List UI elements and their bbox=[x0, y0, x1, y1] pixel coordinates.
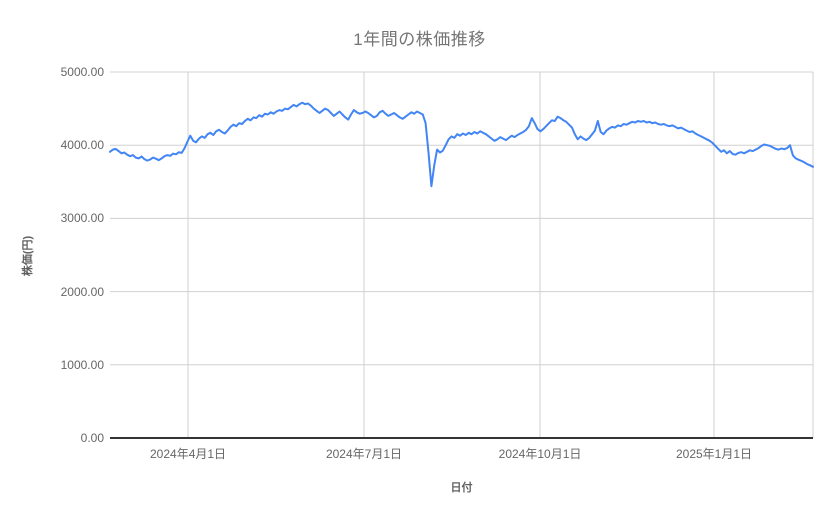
x-tick-label: 2024年10月1日 bbox=[498, 447, 582, 461]
x-tick-label: 2024年7月1日 bbox=[325, 447, 402, 461]
chart-title: 1年間の株価推移 bbox=[353, 30, 486, 49]
price-line-series bbox=[109, 101, 814, 188]
x-axis-title: 日付 bbox=[450, 482, 473, 494]
y-tick-label: 3000.00 bbox=[60, 211, 104, 226]
y-tick-label: 5000.00 bbox=[60, 65, 104, 79]
x-tick-label: 2025年1月1日 bbox=[675, 447, 753, 461]
y-tick-label: 0.00 bbox=[80, 431, 104, 445]
y-axis-title: 株価(円) bbox=[22, 235, 34, 277]
y-tick-label: 1000.00 bbox=[60, 357, 104, 372]
y-tick-label: 4000.00 bbox=[60, 138, 104, 153]
y-tick-label: 2000.00 bbox=[60, 284, 104, 299]
x-tick-label: 2024年4月1日 bbox=[150, 447, 227, 461]
